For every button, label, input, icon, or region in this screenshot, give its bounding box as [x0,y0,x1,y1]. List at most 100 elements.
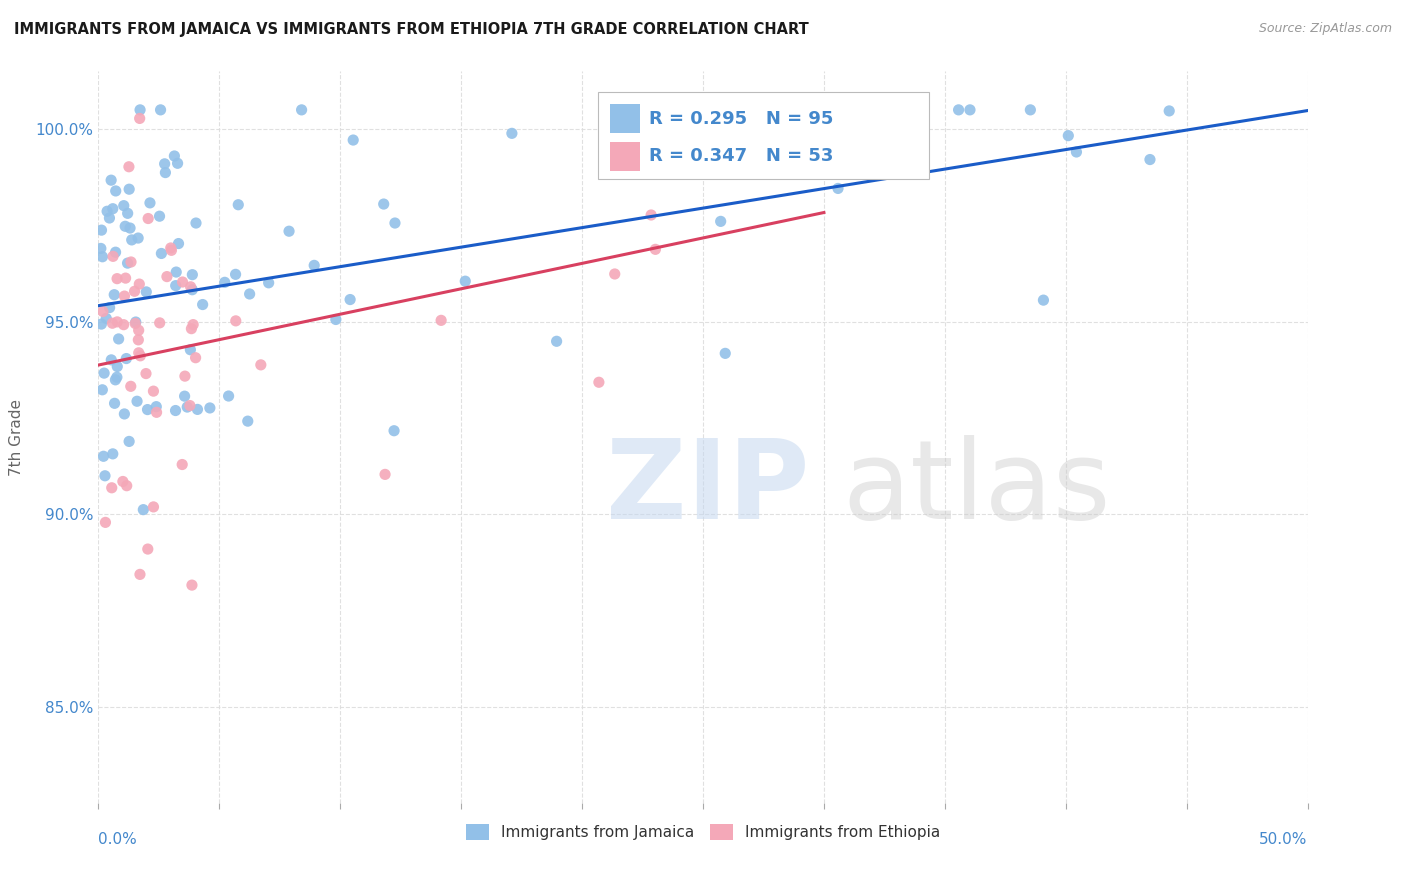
Point [107,332,129,346]
Point [124,285,146,299]
Point [118,182,141,196]
Point [136,402,159,417]
Point [94,468,117,483]
Point [384,216,406,230]
Point [129,349,152,363]
Point [1159,103,1181,118]
Point [118,160,141,174]
Point [91,250,114,264]
Point [128,323,150,337]
Point [118,434,141,449]
Point [117,256,139,270]
Point [165,403,187,417]
Point [90,223,112,237]
Point [291,103,314,117]
Point [181,268,204,282]
Point [174,369,197,384]
Text: R = 0.347   N = 53: R = 0.347 N = 53 [648,147,832,165]
Point [186,402,208,417]
Point [180,321,202,335]
Point [163,149,186,163]
Point [105,370,128,384]
Point [136,542,159,557]
Point [129,567,152,582]
Point [325,312,347,326]
Point [218,389,240,403]
Point [156,269,179,284]
Point [710,214,733,228]
Point [699,103,721,117]
Bar [610,103,640,133]
Point [104,373,127,387]
Point [94,516,117,530]
Point [226,198,249,212]
Point [373,197,395,211]
Point [546,334,568,349]
Point [142,384,165,399]
Point [127,333,149,347]
Point [125,315,148,329]
Y-axis label: 7th Grade: 7th Grade [10,399,24,475]
Point [101,249,124,263]
Point [117,206,139,220]
Point [214,276,236,290]
Point [128,277,150,291]
Point [112,199,135,213]
Point [454,274,477,288]
Point [153,157,176,171]
Point [124,317,146,331]
Point [225,314,247,328]
Point [112,318,135,332]
Point [176,400,198,414]
FancyBboxPatch shape [598,92,929,179]
Point [184,216,207,230]
Point [640,208,662,222]
Point [959,103,981,117]
Point [125,394,148,409]
Point [302,259,325,273]
Point [101,316,124,330]
Point [105,315,128,329]
Point [165,265,187,279]
Point [121,233,143,247]
Point [898,105,921,120]
Point [100,173,122,187]
Point [257,276,280,290]
Point [96,311,118,326]
Point [181,318,204,332]
Point [198,401,221,415]
Point [145,405,167,419]
Point [114,271,136,285]
Point [588,376,610,390]
Point [139,195,162,210]
Point [1019,103,1042,117]
Point [166,156,188,170]
Point [101,202,124,216]
Text: atlas: atlas [842,434,1111,541]
Point [714,346,737,360]
Point [104,245,127,260]
Point [807,147,830,161]
Point [180,280,202,294]
Point [101,447,124,461]
Point [172,275,194,289]
Point [165,278,187,293]
Point [96,204,118,219]
Point [149,316,172,330]
Text: 50.0%: 50.0% [1260,832,1308,847]
Point [239,287,262,301]
Point [115,479,138,493]
Point [160,244,183,258]
Point [118,221,141,235]
Point [827,181,849,195]
Text: Source: ZipAtlas.com: Source: ZipAtlas.com [1258,22,1392,36]
Point [374,467,396,482]
Point [150,246,173,260]
Point [98,211,121,225]
Point [100,352,122,367]
Point [129,103,152,117]
Point [136,211,159,226]
Point [225,268,247,282]
Point [172,458,194,472]
Point [105,271,128,285]
